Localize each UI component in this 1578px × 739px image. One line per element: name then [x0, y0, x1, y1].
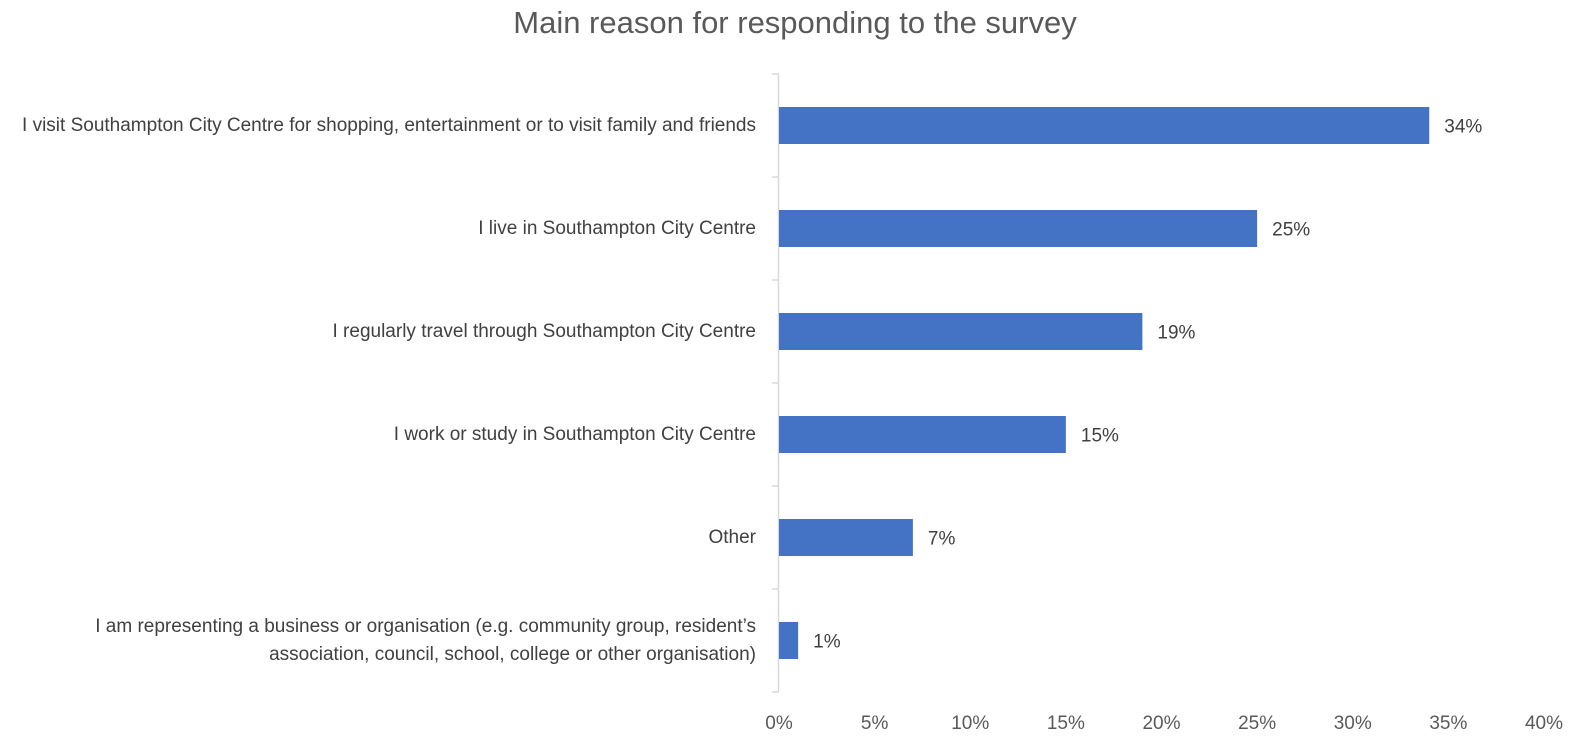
- data-label: 15%: [1081, 426, 1119, 447]
- category-label: I regularly travel through Southampton C…: [332, 320, 757, 342]
- data-label: 25%: [1272, 220, 1310, 241]
- bar: [779, 210, 1258, 247]
- x-tick-label: 35%: [1429, 713, 1467, 734]
- category-label: I am representing a business or organisa…: [95, 615, 756, 665]
- bar: [779, 622, 799, 659]
- data-label: 34%: [1444, 117, 1482, 138]
- bar: [779, 416, 1066, 453]
- category-label: Other: [708, 526, 756, 548]
- x-tick-label: 20%: [1142, 713, 1180, 734]
- x-tick-label: 25%: [1238, 713, 1276, 734]
- x-tick-label: 15%: [1047, 713, 1085, 734]
- data-label: 1%: [813, 632, 841, 653]
- data-label: 7%: [928, 529, 956, 550]
- data-label: 19%: [1157, 323, 1195, 344]
- x-tick-label: 30%: [1334, 713, 1372, 734]
- x-tick-label: 10%: [951, 713, 989, 734]
- x-tick-label: 5%: [861, 713, 889, 734]
- category-label: I visit Southampton City Centre for shop…: [22, 114, 756, 136]
- category-label: I live in Southampton City Centre: [478, 217, 756, 239]
- bar: [779, 107, 1430, 144]
- bar: [779, 519, 913, 556]
- chart-title: Main reason for responding to the survey: [513, 5, 1077, 40]
- x-tick-label: 40%: [1525, 713, 1563, 734]
- bar: [779, 313, 1143, 350]
- x-tick-label: 0%: [765, 713, 793, 734]
- category-label: I work or study in Southampton City Cent…: [393, 423, 756, 445]
